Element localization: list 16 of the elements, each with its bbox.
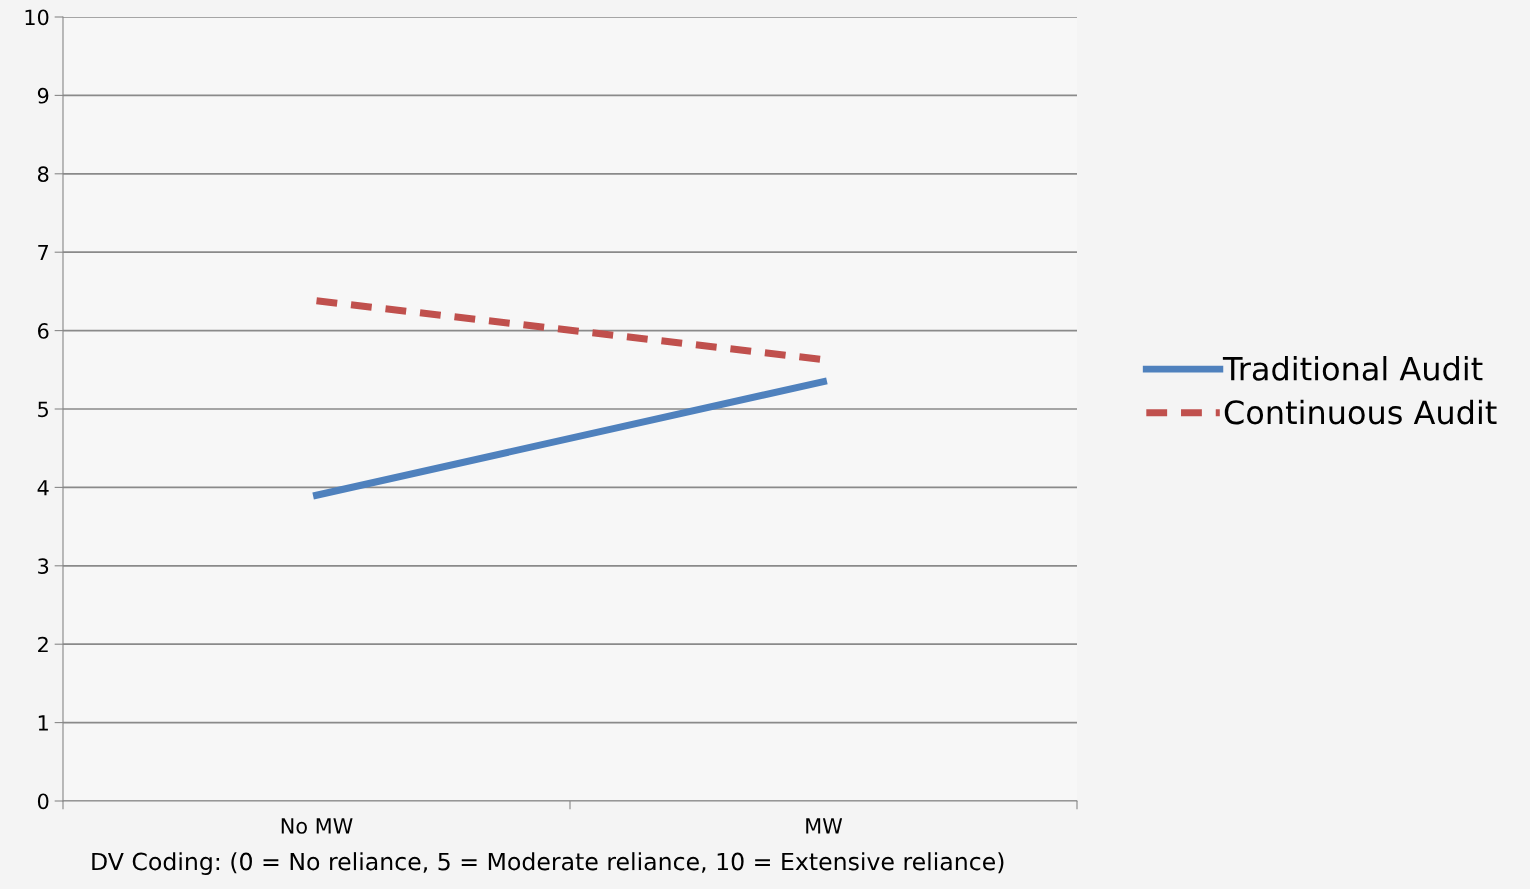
y-tick-label: 9: [37, 87, 49, 104]
y-tick-label: 7: [38, 244, 49, 261]
legend-label: Traditional Audit: [1222, 356, 1483, 381]
y-tick-label: 1: [38, 715, 48, 731]
y-tick-label: 5: [38, 401, 48, 418]
y-tick-label: 4: [37, 480, 49, 496]
y-tick-label: 6: [38, 323, 49, 339]
x-tick-label: MW: [806, 818, 843, 834]
y-tick-label: 2: [38, 636, 48, 653]
text: DV Coding: (0 = No reliance, 5 = Moderate reliance, 10 = Extensive reliance): [92, 852, 1004, 875]
y-tick-label: 0: [37, 793, 49, 810]
y-tick-label: 8: [37, 166, 49, 183]
x-tick-label: No MW: [281, 818, 353, 834]
legend-label: Continuous Audit: [1224, 399, 1497, 425]
y-tick-label: 10: [25, 9, 49, 26]
y-tick-label: 3: [38, 558, 49, 575]
